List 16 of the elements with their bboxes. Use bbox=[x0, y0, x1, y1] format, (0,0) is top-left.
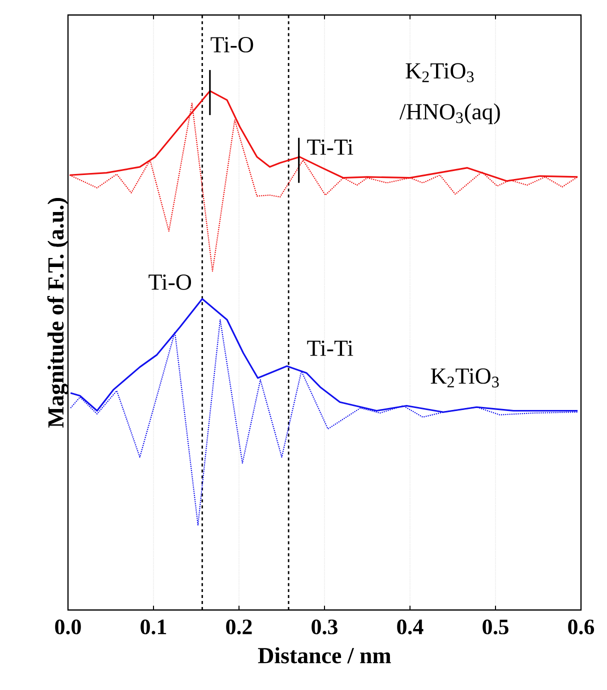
x-axis-title: Distance / nm bbox=[258, 647, 391, 664]
y-axis-title: Magnitude of F.T. (a.u.) bbox=[47, 198, 68, 428]
x-tick-label: 0.1 bbox=[140, 620, 166, 634]
text: Ti-O bbox=[210, 37, 254, 52]
annotation: Ti-Ti bbox=[307, 139, 354, 155]
x-tick-label: 0.4 bbox=[397, 620, 424, 634]
annotation: K$_{2}$TiO$_{3}$ bbox=[430, 368, 499, 388]
x-tick-label: 0.0 bbox=[55, 620, 81, 634]
annotation: Ti-O bbox=[148, 274, 192, 290]
annotation: /HNO$_{3}$(aq) bbox=[399, 103, 500, 124]
x-tick-label: 0.3 bbox=[312, 620, 338, 634]
x-tick-label: 0.5 bbox=[482, 620, 508, 634]
x-tick-label: 0.2 bbox=[226, 620, 252, 634]
annotation: Ti-Ti bbox=[307, 340, 354, 356]
annotation: K$_{2}$TiO$_{3}$ bbox=[406, 63, 474, 82]
x-tick-label: 0.6 bbox=[568, 620, 594, 634]
